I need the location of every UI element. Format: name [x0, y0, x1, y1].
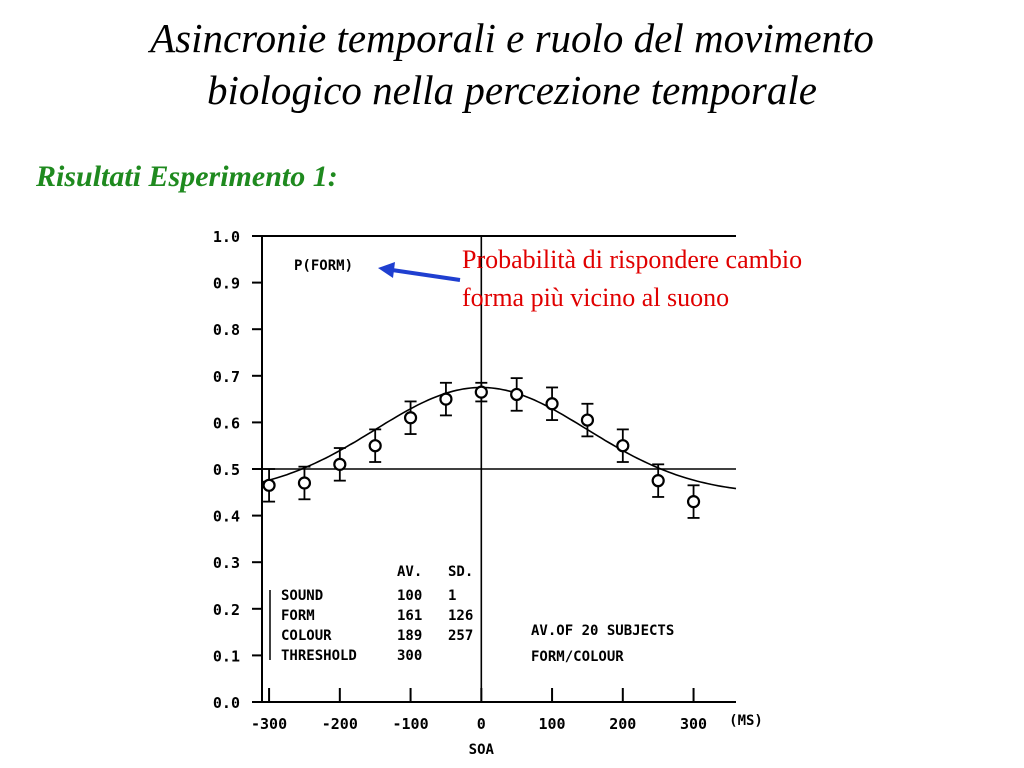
data-point	[510, 387, 524, 402]
data-point	[474, 385, 488, 399]
x-unit-label: (MS)	[729, 713, 763, 729]
slide-title-line-1: Asincronie temporali e ruolo del movimen…	[150, 15, 874, 61]
x-tick-label: 300	[680, 715, 707, 733]
y-tick-label: 0.8	[213, 321, 240, 339]
stats-row-label: SOUND	[281, 588, 323, 604]
data-point	[333, 457, 347, 471]
stats-row-label: COLOUR	[281, 628, 332, 644]
stats-row-label: THRESHOLD	[281, 648, 357, 664]
x-tick-label: 200	[609, 715, 636, 733]
y-tick-label: 0.1	[213, 647, 240, 665]
note-subjects: AV.OF 20 SUBJECTS	[531, 623, 674, 639]
fit-curve	[261, 386, 737, 490]
annotation-text: Probabilità di rispondere cambio forma p…	[462, 241, 932, 317]
annotation-line-2: forma più vicino al suono	[462, 283, 730, 312]
stats-header-av: AV.	[397, 564, 422, 580]
stats-row-av: 300	[397, 648, 422, 664]
x-tick-label: -200	[322, 715, 358, 733]
stats-row-sd: 126	[448, 608, 473, 624]
data-point	[616, 439, 630, 453]
stats-row-av: 189	[397, 628, 422, 644]
data-point	[403, 411, 418, 425]
data-point	[651, 474, 665, 488]
data-point	[439, 392, 453, 406]
x-tick-label: -300	[251, 715, 287, 733]
y-tick-label: 0.9	[213, 275, 240, 293]
y-tick-label: 0.2	[213, 601, 240, 619]
slide-subtitle: Risultati Esperimento 1:	[36, 160, 338, 193]
annotation-line-1: Probabilità di rispondere cambio	[462, 245, 803, 274]
stats-row-sd: 257	[448, 628, 473, 644]
slide-title: Asincronie temporali e ruolo del movimen…	[0, 12, 1024, 116]
annotation-arrow-shaft	[391, 268, 461, 282]
stats-header-sd: SD.	[448, 564, 473, 580]
x-axis-title: SOA	[469, 742, 495, 758]
x-tick-label: 100	[539, 715, 566, 733]
data-point	[262, 478, 276, 492]
slide-title-line-2: biologico nella percezione temporale	[207, 67, 817, 113]
stats-row-av: 100	[397, 588, 422, 604]
data-point	[686, 495, 701, 509]
data-point	[580, 413, 595, 427]
y-tick-label: 0.3	[213, 554, 240, 572]
y-tick-label: 0.4	[213, 508, 240, 526]
annotation-arrow-head	[378, 262, 395, 278]
y-tick-label: 0.0	[213, 694, 240, 712]
x-tick-label: 0	[477, 715, 486, 733]
y-tick-label: 0.7	[213, 368, 240, 386]
data-point	[545, 397, 559, 411]
y-tick-label: 1.0	[213, 228, 240, 246]
data-point	[368, 439, 382, 453]
stats-row-av: 161	[397, 608, 422, 624]
note-condition: FORM/COLOUR	[531, 649, 624, 665]
y-tick-label: 0.5	[213, 461, 240, 479]
y-tick-label: 0.6	[213, 414, 240, 432]
stats-row-label: FORM	[281, 608, 315, 624]
x-tick-label: -100	[393, 715, 429, 733]
stats-row-sd: 1	[448, 588, 456, 604]
data-point	[297, 476, 312, 490]
y-axis-inner-label: P(FORM)	[294, 258, 353, 274]
